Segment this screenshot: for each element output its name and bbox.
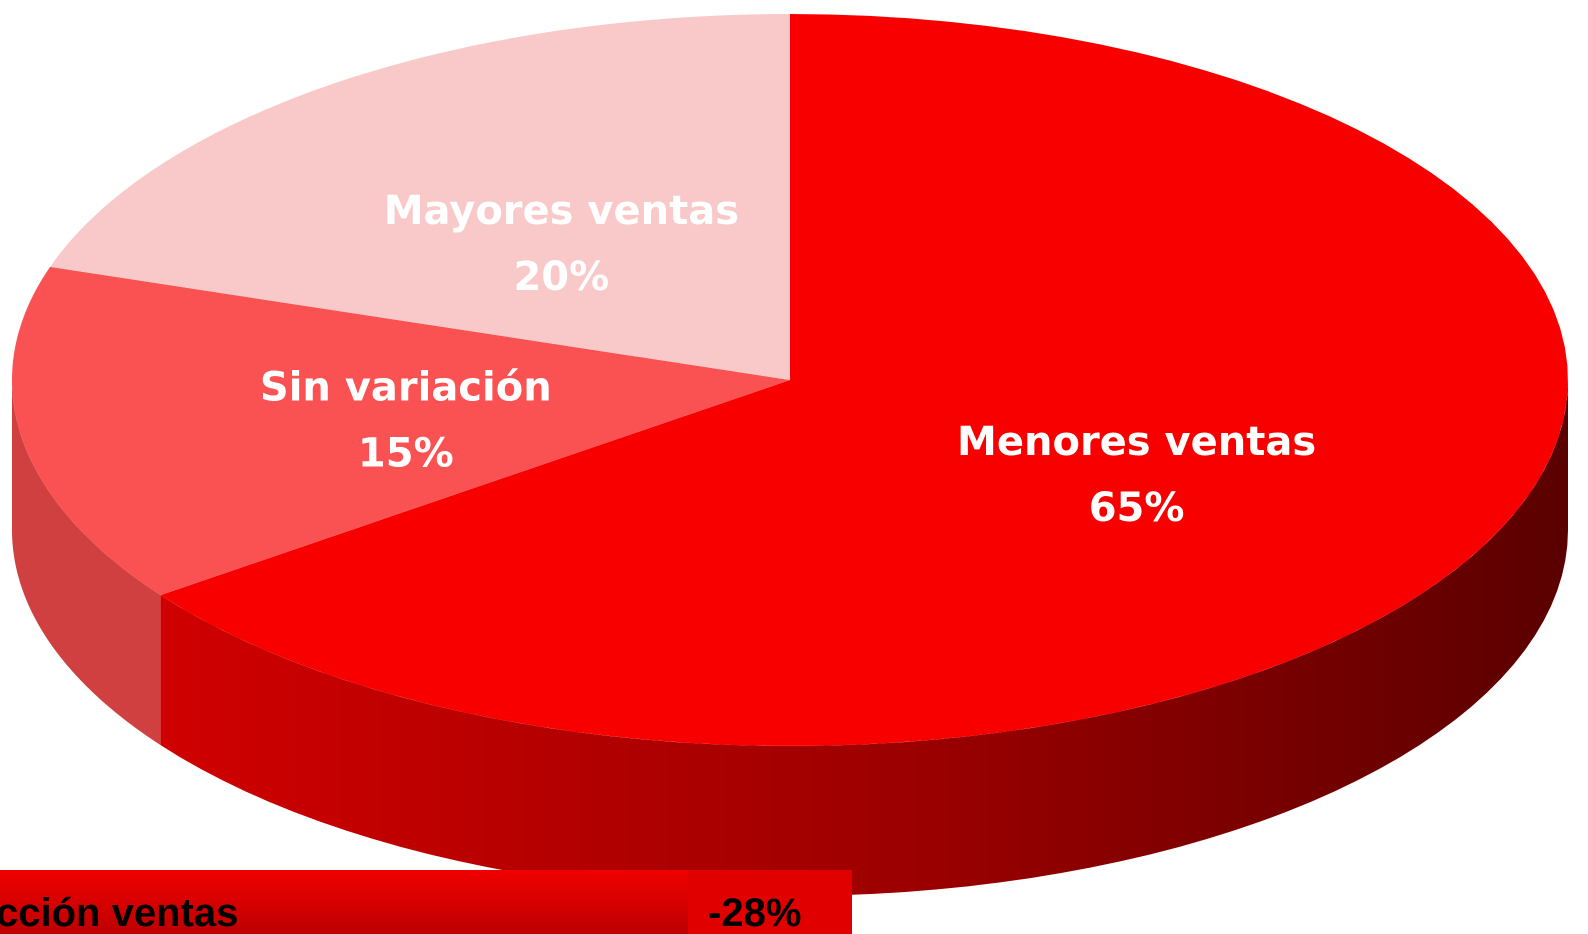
footer-value-box xyxy=(688,870,852,934)
slice-value: 15% xyxy=(358,431,454,477)
slice-label: Sin variación xyxy=(260,365,552,411)
pie-labels: Menores ventas 65% Sin variación 15% Mayores… xyxy=(260,188,1316,531)
footer-value: -28% xyxy=(708,891,801,934)
slice-label: Menores ventas xyxy=(957,419,1316,465)
footer-label: cción ventas xyxy=(0,891,238,934)
pie-slice xyxy=(50,14,791,380)
slice-label: Mayores ventas xyxy=(384,188,739,234)
pie-slice xyxy=(12,266,791,596)
slice-value: 20% xyxy=(513,254,609,300)
pie-side xyxy=(12,380,161,746)
pie-tops xyxy=(12,14,1568,746)
slice-value: 65% xyxy=(1089,485,1185,531)
pie-side xyxy=(160,380,1569,896)
pie-slice xyxy=(160,14,1568,746)
pie-sides xyxy=(12,380,1569,896)
